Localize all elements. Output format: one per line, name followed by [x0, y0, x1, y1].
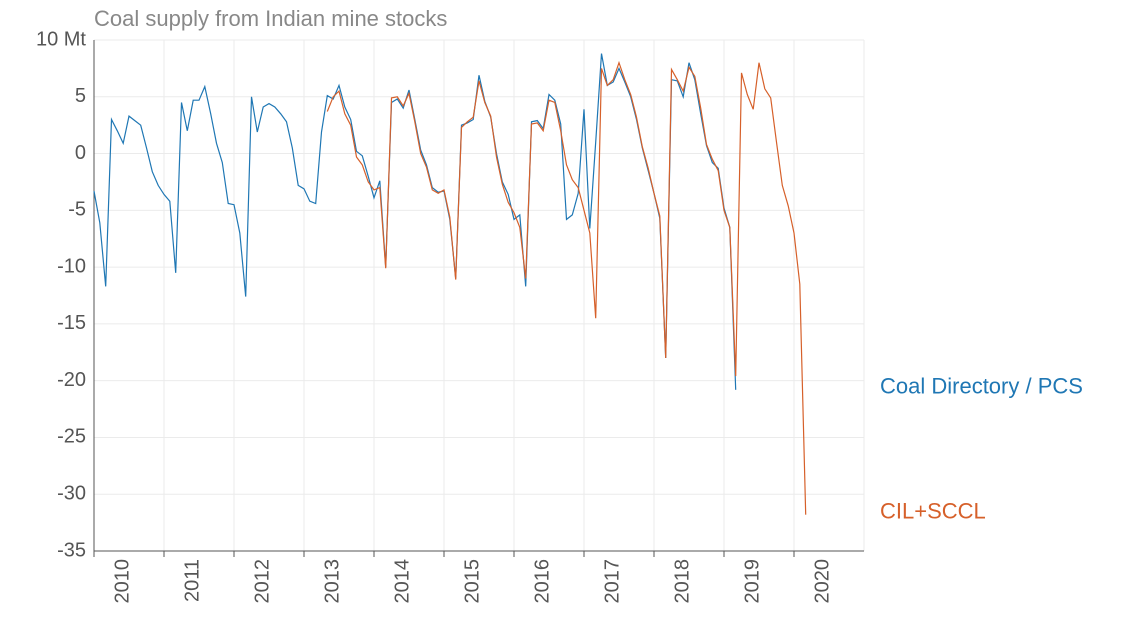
y-tick-label: -15	[57, 312, 86, 334]
y-tick-label: -30	[57, 483, 86, 505]
chart-title: Coal supply from Indian mine stocks	[94, 6, 447, 31]
x-tick-label: 2011	[181, 559, 203, 602]
x-tick-label: 2018	[671, 559, 693, 604]
series-line	[326, 60, 807, 515]
y-tick-label: -20	[57, 369, 86, 391]
y-tick-label: 10 Mt	[36, 28, 86, 50]
x-tick-label: 2010	[111, 559, 133, 604]
y-tick-label: -25	[57, 426, 86, 448]
y-tick-label: -35	[57, 539, 86, 561]
y-tick-label: 0	[75, 142, 86, 164]
y-tick-label: -10	[57, 255, 86, 277]
x-tick-label: 2016	[531, 559, 553, 604]
series-line	[93, 53, 737, 390]
legend-label: Coal Directory / PCS	[880, 374, 1083, 399]
x-tick-label: 2013	[321, 559, 343, 604]
x-tick-label: 2015	[461, 559, 483, 604]
y-tick-label: -5	[68, 199, 86, 221]
x-tick-label: 2014	[391, 559, 413, 604]
x-tick-label: 2017	[601, 559, 623, 604]
x-tick-label: 2012	[251, 559, 273, 604]
y-tick-label: 5	[75, 85, 86, 107]
x-tick-label: 2020	[811, 559, 833, 604]
legend-label: CIL+SCCL	[880, 498, 986, 523]
x-tick-label: 2019	[741, 559, 763, 604]
